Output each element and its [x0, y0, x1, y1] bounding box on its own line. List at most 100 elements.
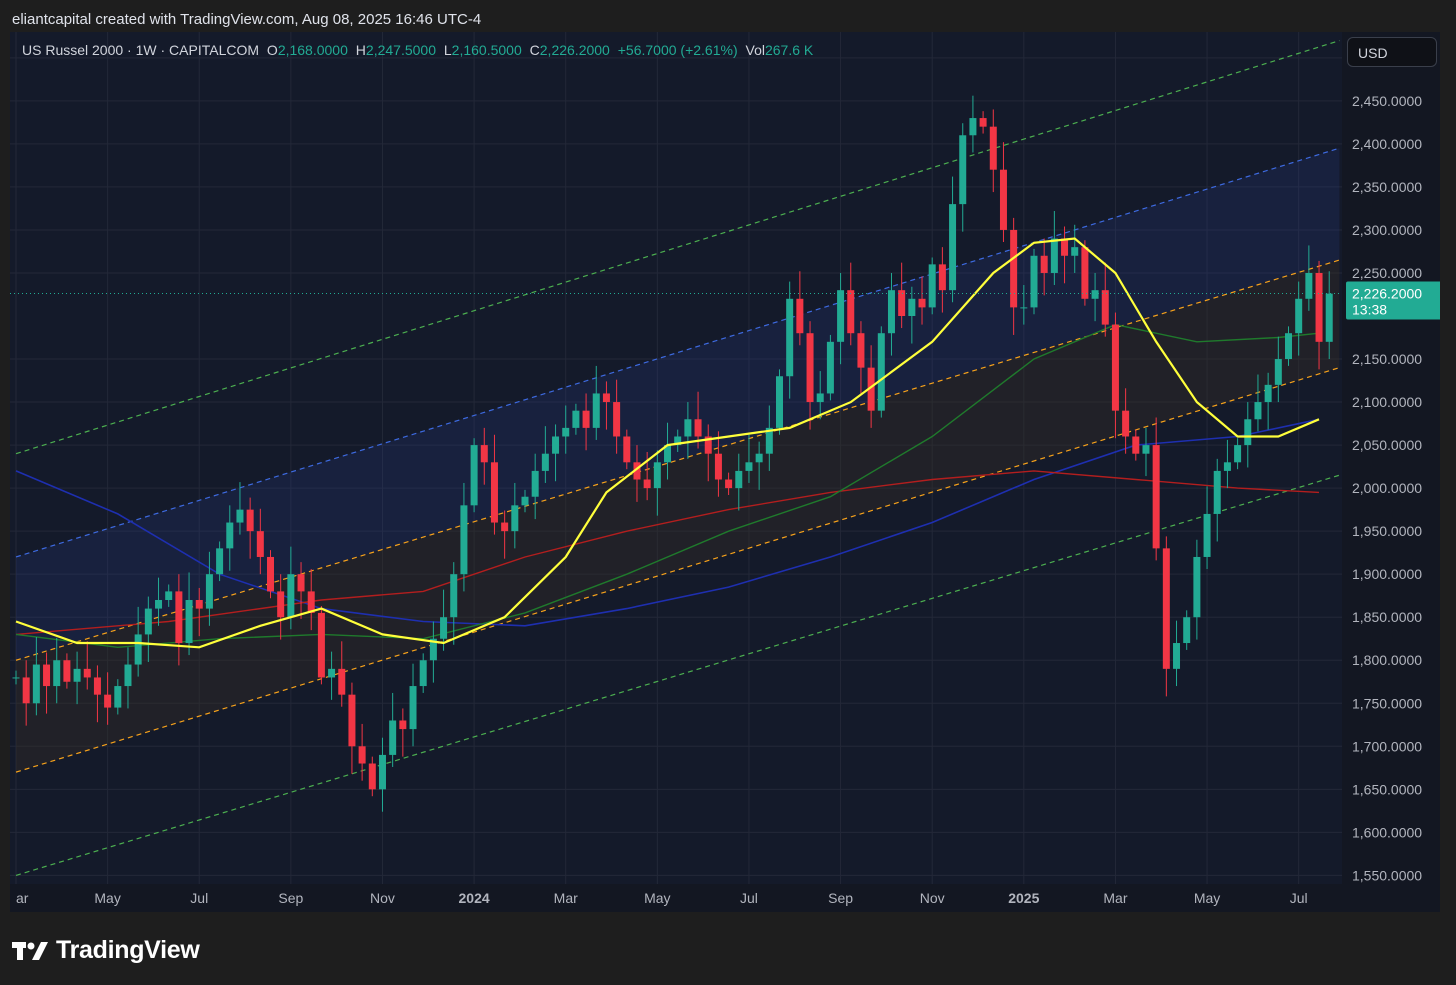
x-tick-label: Nov	[920, 890, 945, 906]
candle-down	[979, 118, 987, 127]
change-value: +56.7000 (+2.61%)	[617, 42, 738, 58]
candle-up	[1295, 298, 1303, 334]
candle-down	[623, 436, 631, 463]
candle-up	[185, 600, 193, 644]
last-price-tag	[1346, 281, 1440, 320]
candle-up	[1091, 290, 1099, 299]
low-value: 2,160.5000	[451, 42, 522, 58]
candle-down	[714, 453, 722, 480]
candle-down	[1040, 255, 1048, 273]
candle-up	[1030, 255, 1038, 308]
y-tick-label: 2,300.0000	[1352, 222, 1422, 238]
plot-area	[10, 32, 1342, 884]
candle-up	[908, 298, 916, 316]
y-tick-label: 2,050.0000	[1352, 437, 1422, 453]
candle-up	[429, 638, 437, 661]
candle-up	[134, 634, 142, 665]
y-axis: 2,500.00002,450.00002,400.00002,350.0000…	[1342, 32, 1440, 912]
candle-up	[1203, 513, 1211, 557]
candle-up	[776, 376, 783, 428]
candle-up	[1254, 402, 1262, 420]
x-tick-label: Jul	[1290, 890, 1308, 906]
candle-up	[287, 574, 295, 618]
candle-up	[440, 617, 448, 639]
candle-down	[195, 600, 203, 609]
x-tick-label: ar	[16, 890, 29, 906]
ohlc-legend: US Russel 2000 · 1W · CAPITALCOM O2,168.…	[22, 42, 817, 58]
candle-up	[887, 290, 895, 334]
candle-down	[989, 126, 997, 170]
candle-up	[531, 470, 539, 497]
candle-up	[653, 462, 661, 489]
candle-up	[837, 290, 845, 342]
candle-up	[1173, 643, 1181, 669]
candle-down	[1152, 445, 1160, 549]
open-value: 2,168.0000	[277, 42, 348, 58]
candle-down	[643, 479, 651, 489]
x-tick-label: Nov	[370, 890, 395, 906]
close-value: 2,226.2000	[539, 42, 610, 58]
candle-up	[877, 333, 885, 411]
candle-up	[419, 660, 427, 687]
candle-up	[1244, 419, 1252, 446]
candle-down	[317, 612, 325, 678]
candle-up	[216, 548, 224, 575]
candle-up	[562, 427, 570, 437]
candle-down	[999, 169, 1007, 230]
candle-up	[1193, 556, 1201, 618]
symbol-label[interactable]: US Russel 2000 · 1W · CAPITALCOM	[22, 42, 260, 58]
candle-up	[1223, 462, 1231, 471]
candle-down	[338, 668, 346, 695]
candle-up	[226, 522, 234, 549]
candle-up	[1264, 384, 1272, 403]
y-tick-label: 1,650.0000	[1352, 781, 1422, 797]
candle-down	[1061, 238, 1069, 256]
moving-average-red	[15, 470, 1320, 636]
chart-panel[interactable]: 2,500.00002,450.00002,400.00002,350.0000…	[10, 32, 1440, 912]
y-tick-label: 2,400.0000	[1352, 136, 1422, 152]
candle-up	[450, 574, 458, 618]
candle-up	[959, 135, 967, 205]
candle-up	[1071, 247, 1079, 256]
moving-average-green	[15, 323, 1320, 649]
candle-up	[674, 436, 682, 446]
channel-line-green-bottom	[15, 474, 1340, 876]
candle-up	[236, 509, 244, 523]
candle-down	[22, 677, 30, 704]
tradingview-logo[interactable]: TradingView	[12, 936, 200, 965]
candle-down	[307, 591, 315, 613]
y-tick-label: 2,000.0000	[1352, 480, 1422, 496]
y-tick-label: 1,750.0000	[1352, 695, 1422, 711]
candle-down	[918, 298, 926, 308]
candle-down	[104, 694, 112, 708]
candle-up	[460, 505, 468, 575]
candle-down	[267, 556, 274, 592]
candle-up	[541, 453, 549, 471]
candle-down	[1132, 436, 1140, 454]
chart-caption: eliantcapital created with TradingView.c…	[12, 11, 482, 28]
candle-up	[1285, 333, 1292, 360]
candle-down	[857, 333, 865, 368]
bar-countdown: 13:38	[1352, 301, 1387, 317]
x-tick-label: Jul	[190, 890, 208, 906]
y-tick-label: 2,150.0000	[1352, 351, 1422, 367]
candle-up	[786, 298, 794, 377]
low-key: L	[443, 42, 452, 58]
high-value: 2,247.5000	[365, 42, 436, 58]
candle-up	[32, 664, 40, 704]
candle-down	[1122, 410, 1130, 437]
y-tick-label: 1,700.0000	[1352, 738, 1422, 754]
volume-key: Vol	[745, 42, 765, 58]
x-tick-label: May	[644, 890, 670, 906]
y-tick-label: 2,350.0000	[1352, 179, 1422, 195]
candle-up	[389, 720, 397, 755]
candle-up	[1305, 272, 1313, 299]
grid-lines	[10, 32, 1342, 884]
x-tick-label: Mar	[554, 890, 578, 906]
price-chart[interactable]: 2,500.00002,450.00002,400.00002,350.0000…	[10, 32, 1440, 912]
candle-up	[1213, 470, 1221, 514]
moving-average-blue	[15, 418, 1320, 627]
last-price-value: 2,226.2000	[1352, 285, 1422, 301]
x-tick-label: Jul	[740, 890, 758, 906]
currency-button[interactable]: USD	[1347, 37, 1437, 67]
